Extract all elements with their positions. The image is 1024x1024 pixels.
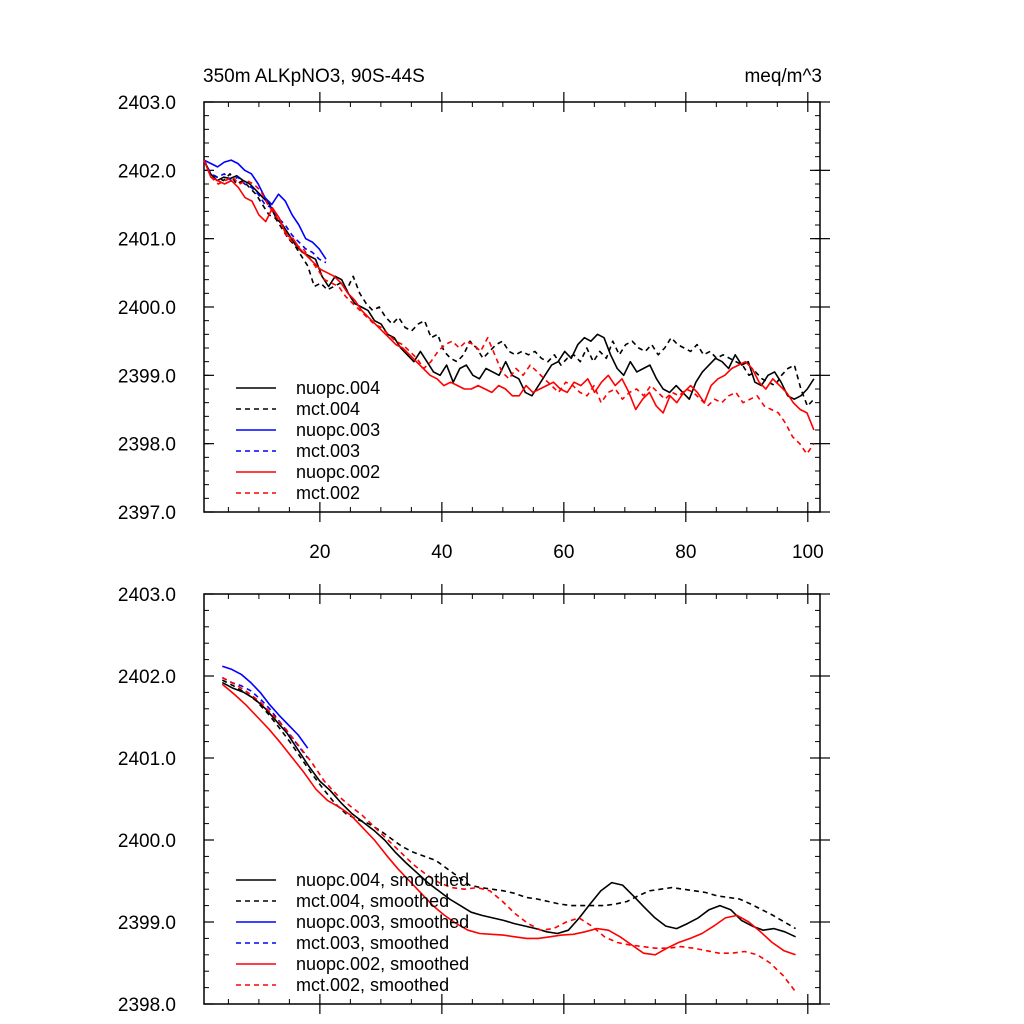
axis-ticks: 2397.0 2398.0 2399.0 2400.0 2401.0 2402.0 2403… (118, 92, 830, 563)
y-tick-label: 2400.0 (118, 298, 176, 319)
x-tick-label: 60 (553, 542, 574, 563)
series-line-mct-003 (203, 159, 327, 264)
legend-label: nuopc.002, smoothed (296, 954, 469, 974)
y-tick-label: 2401.0 (118, 230, 176, 251)
legend-label: mct.003 (296, 441, 360, 461)
legend: nuopc.004mct.004nuopc.003mct.003nuopc.00… (236, 378, 380, 503)
units-label: meq/m^3 (744, 66, 822, 87)
legend-label: mct.002 (296, 483, 360, 503)
panel-title: 350m ALKpNO3, 90S-44S (203, 66, 425, 87)
series-line-mct-002 (203, 159, 815, 455)
legend-label: mct.002, smoothed (296, 975, 449, 995)
legend-label: nuopc.003 (296, 420, 380, 440)
legend-label: mct.003, smoothed (296, 933, 449, 953)
series-line-mct-004 (203, 159, 815, 407)
legend-label: mct.004 (296, 399, 360, 419)
y-tick-label: 2403.0 (118, 93, 176, 114)
series-line-mct-002-smoothed (221, 676, 797, 993)
series-line-nuopc-004 (203, 159, 815, 401)
series-line-nuopc-003 (203, 159, 327, 260)
series-line-nuopc-004-smoothed (221, 681, 796, 938)
y-tick-label: 2403.0 (118, 585, 176, 606)
legend-label: mct.004, smoothed (296, 891, 449, 911)
top-panel: 350m ALKpNO3, 90S-44S meq/m^3 2397.0 2398… (118, 66, 830, 563)
axis-ticks: 2398.0 2399.0 2400.0 2401.0 2402.0 2403.0 (118, 584, 830, 1016)
bottom-panel: 2398.0 2399.0 2400.0 2401.0 2402.0 2403.0 nuo… (118, 584, 830, 1016)
y-tick-label: 2402.0 (118, 667, 176, 688)
y-tick-label: 2397.0 (118, 503, 176, 524)
plot-frame (203, 593, 821, 1005)
x-tick-label: 40 (431, 542, 452, 563)
y-tick-label: 2398.0 (118, 435, 176, 456)
y-tick-label: 2400.0 (118, 831, 176, 852)
y-tick-label: 2402.0 (118, 161, 176, 182)
legend-label: nuopc.004 (296, 378, 380, 398)
legend-label: nuopc.003, smoothed (296, 912, 469, 932)
y-tick-label: 2399.0 (118, 913, 176, 934)
y-tick-label: 2398.0 (118, 995, 176, 1016)
x-tick-label: 80 (675, 542, 696, 563)
series-group (221, 665, 797, 993)
x-tick-label: 20 (309, 542, 330, 563)
legend-label: nuopc.002 (296, 462, 380, 482)
series-line-nuopc-002 (203, 159, 815, 431)
x-tick-label: 100 (792, 542, 824, 563)
y-tick-label: 2399.0 (118, 366, 176, 387)
series-group (203, 159, 815, 455)
series-line-nuopc-002-smoothed (221, 683, 796, 956)
y-tick-label: 2401.0 (118, 749, 176, 770)
series-line-nuopc-003-smoothed (222, 665, 309, 749)
legend-label: nuopc.004, smoothed (296, 870, 469, 890)
